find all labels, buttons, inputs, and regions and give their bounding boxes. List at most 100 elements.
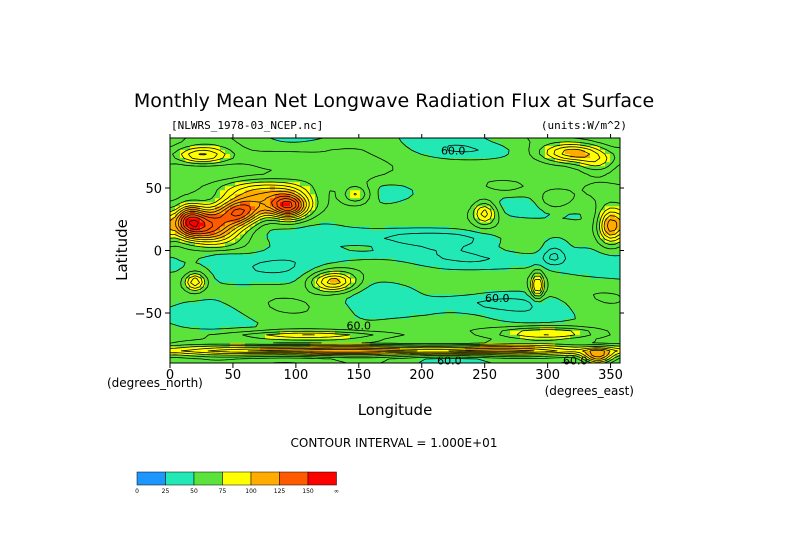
field-cell — [500, 302, 506, 308]
field-cell — [385, 282, 391, 288]
field-cell — [430, 214, 436, 219]
field-cell — [455, 326, 461, 332]
field-cell — [370, 178, 376, 183]
field-cell — [370, 250, 376, 255]
field-cell — [240, 266, 246, 271]
field-cell — [400, 178, 406, 183]
field-cell — [415, 278, 421, 283]
field-cell — [200, 182, 206, 187]
field-cell — [255, 214, 261, 219]
field-cell — [505, 170, 511, 175]
field-cell — [250, 326, 256, 332]
field-cell — [190, 342, 196, 348]
field-cell — [265, 150, 271, 155]
field-cell — [395, 318, 401, 324]
field-cell — [330, 262, 336, 267]
field-cell — [255, 174, 261, 179]
field-cell — [475, 158, 481, 163]
field-cell — [355, 186, 361, 191]
field-cell — [290, 274, 296, 279]
field-cell — [300, 226, 306, 231]
field-cell — [225, 146, 231, 151]
field-cell — [365, 306, 371, 312]
field-cell — [470, 290, 476, 296]
field-cell — [195, 338, 201, 344]
field-cell — [605, 278, 611, 283]
field-cell — [540, 210, 546, 215]
field-cell — [575, 302, 581, 308]
field-cell — [390, 230, 396, 235]
field-cell — [515, 146, 521, 151]
field-cell — [375, 166, 381, 171]
field-cell — [520, 322, 526, 328]
field-cell — [305, 322, 311, 328]
field-cell — [220, 202, 226, 207]
field-cell — [395, 306, 401, 312]
field-cell — [245, 186, 251, 191]
field-cell — [545, 242, 551, 247]
field-cell — [565, 298, 571, 304]
field-cell — [440, 218, 446, 223]
field-cell — [380, 242, 386, 247]
field-cell — [215, 218, 221, 223]
field-cell — [315, 266, 321, 271]
field-cell — [390, 222, 396, 227]
field-cell — [265, 306, 271, 312]
field-cell — [440, 254, 446, 259]
field-cell — [375, 354, 381, 360]
field-cell — [175, 174, 181, 179]
field-cell — [305, 146, 311, 151]
field-cell — [370, 158, 376, 163]
field-cell — [185, 286, 191, 292]
field-cell — [255, 242, 261, 247]
field-cell — [290, 142, 296, 147]
field-cell — [465, 254, 471, 259]
field-cell — [565, 254, 571, 259]
field-cell — [470, 246, 476, 251]
field-cell — [250, 270, 256, 275]
field-cell — [285, 186, 291, 191]
field-cell — [475, 166, 481, 171]
field-cell — [285, 238, 291, 243]
field-cell — [205, 250, 211, 255]
field-cell — [550, 254, 556, 259]
field-cell — [215, 234, 221, 239]
field-cell — [365, 254, 371, 259]
field-cell — [570, 278, 576, 283]
field-cell — [615, 294, 621, 300]
field-cell — [375, 170, 381, 175]
field-cell — [285, 150, 291, 155]
field-cell — [500, 322, 506, 328]
field-cell — [330, 358, 336, 364]
field-cell — [530, 270, 536, 275]
field-cell — [470, 302, 476, 308]
field-cell — [495, 146, 501, 151]
field-cell — [285, 202, 291, 207]
field-cell — [455, 162, 461, 167]
field-cell — [430, 330, 436, 336]
field-cell — [310, 178, 316, 183]
field-cell — [325, 290, 331, 296]
field-cell — [465, 294, 471, 300]
field-cell — [480, 278, 486, 283]
field-cell — [245, 306, 251, 312]
field-cell — [505, 202, 511, 207]
field-cell — [495, 330, 501, 336]
field-cell — [445, 314, 451, 320]
field-cell — [310, 206, 316, 211]
field-cell — [485, 306, 491, 312]
field-cell — [435, 274, 441, 279]
field-cell — [420, 254, 426, 259]
field-cell — [330, 158, 336, 163]
field-cell — [270, 266, 276, 271]
field-cell — [245, 262, 251, 267]
field-cell — [235, 214, 241, 219]
field-cell — [410, 178, 416, 183]
field-cell — [280, 198, 286, 203]
field-cell — [285, 190, 291, 195]
field-cell — [185, 250, 191, 255]
field-cell — [540, 246, 546, 251]
field-cell — [285, 266, 291, 271]
field-cell — [490, 266, 496, 271]
field-cell — [510, 298, 516, 304]
